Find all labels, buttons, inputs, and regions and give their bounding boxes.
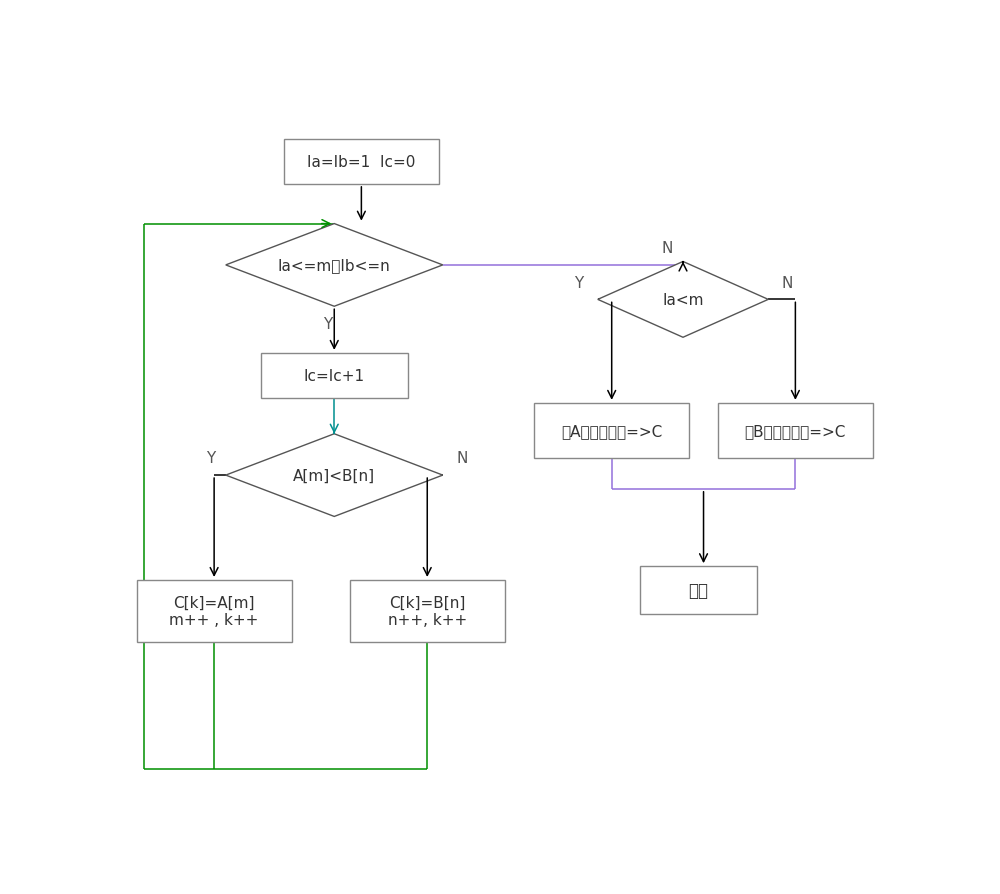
Text: 将A中余下元素=>C: 将A中余下元素=>C — [561, 424, 662, 438]
Text: Ia<m: Ia<m — [662, 292, 704, 308]
FancyBboxPatch shape — [137, 580, 292, 642]
Text: N: N — [662, 240, 673, 256]
Text: Y: Y — [206, 451, 215, 466]
Text: N: N — [456, 451, 468, 466]
Text: Y: Y — [574, 275, 583, 291]
FancyBboxPatch shape — [284, 140, 439, 185]
Text: Ia<=m且Ib<=n: Ia<=m且Ib<=n — [278, 258, 391, 273]
Text: Ic=Ic+1: Ic=Ic+1 — [304, 368, 365, 384]
FancyBboxPatch shape — [261, 353, 408, 398]
Polygon shape — [226, 224, 443, 307]
Text: Y: Y — [323, 316, 333, 332]
Text: A[m]<B[n]: A[m]<B[n] — [293, 468, 375, 483]
FancyBboxPatch shape — [718, 403, 873, 459]
Text: C[k]=A[m]
m++ , k++: C[k]=A[m] m++ , k++ — [169, 595, 259, 628]
Text: C[k]=B[n]
n++, k++: C[k]=B[n] n++, k++ — [388, 595, 467, 628]
Text: 结束: 结束 — [688, 581, 708, 600]
Text: 将B中余下元素=>C: 将B中余下元素=>C — [745, 424, 846, 438]
Text: N: N — [782, 275, 793, 291]
Polygon shape — [598, 262, 768, 338]
Polygon shape — [226, 434, 443, 517]
FancyBboxPatch shape — [640, 567, 757, 614]
FancyBboxPatch shape — [534, 403, 689, 459]
Text: Ia=Ib=1  Ic=0: Ia=Ib=1 Ic=0 — [307, 155, 416, 170]
FancyBboxPatch shape — [350, 580, 505, 642]
